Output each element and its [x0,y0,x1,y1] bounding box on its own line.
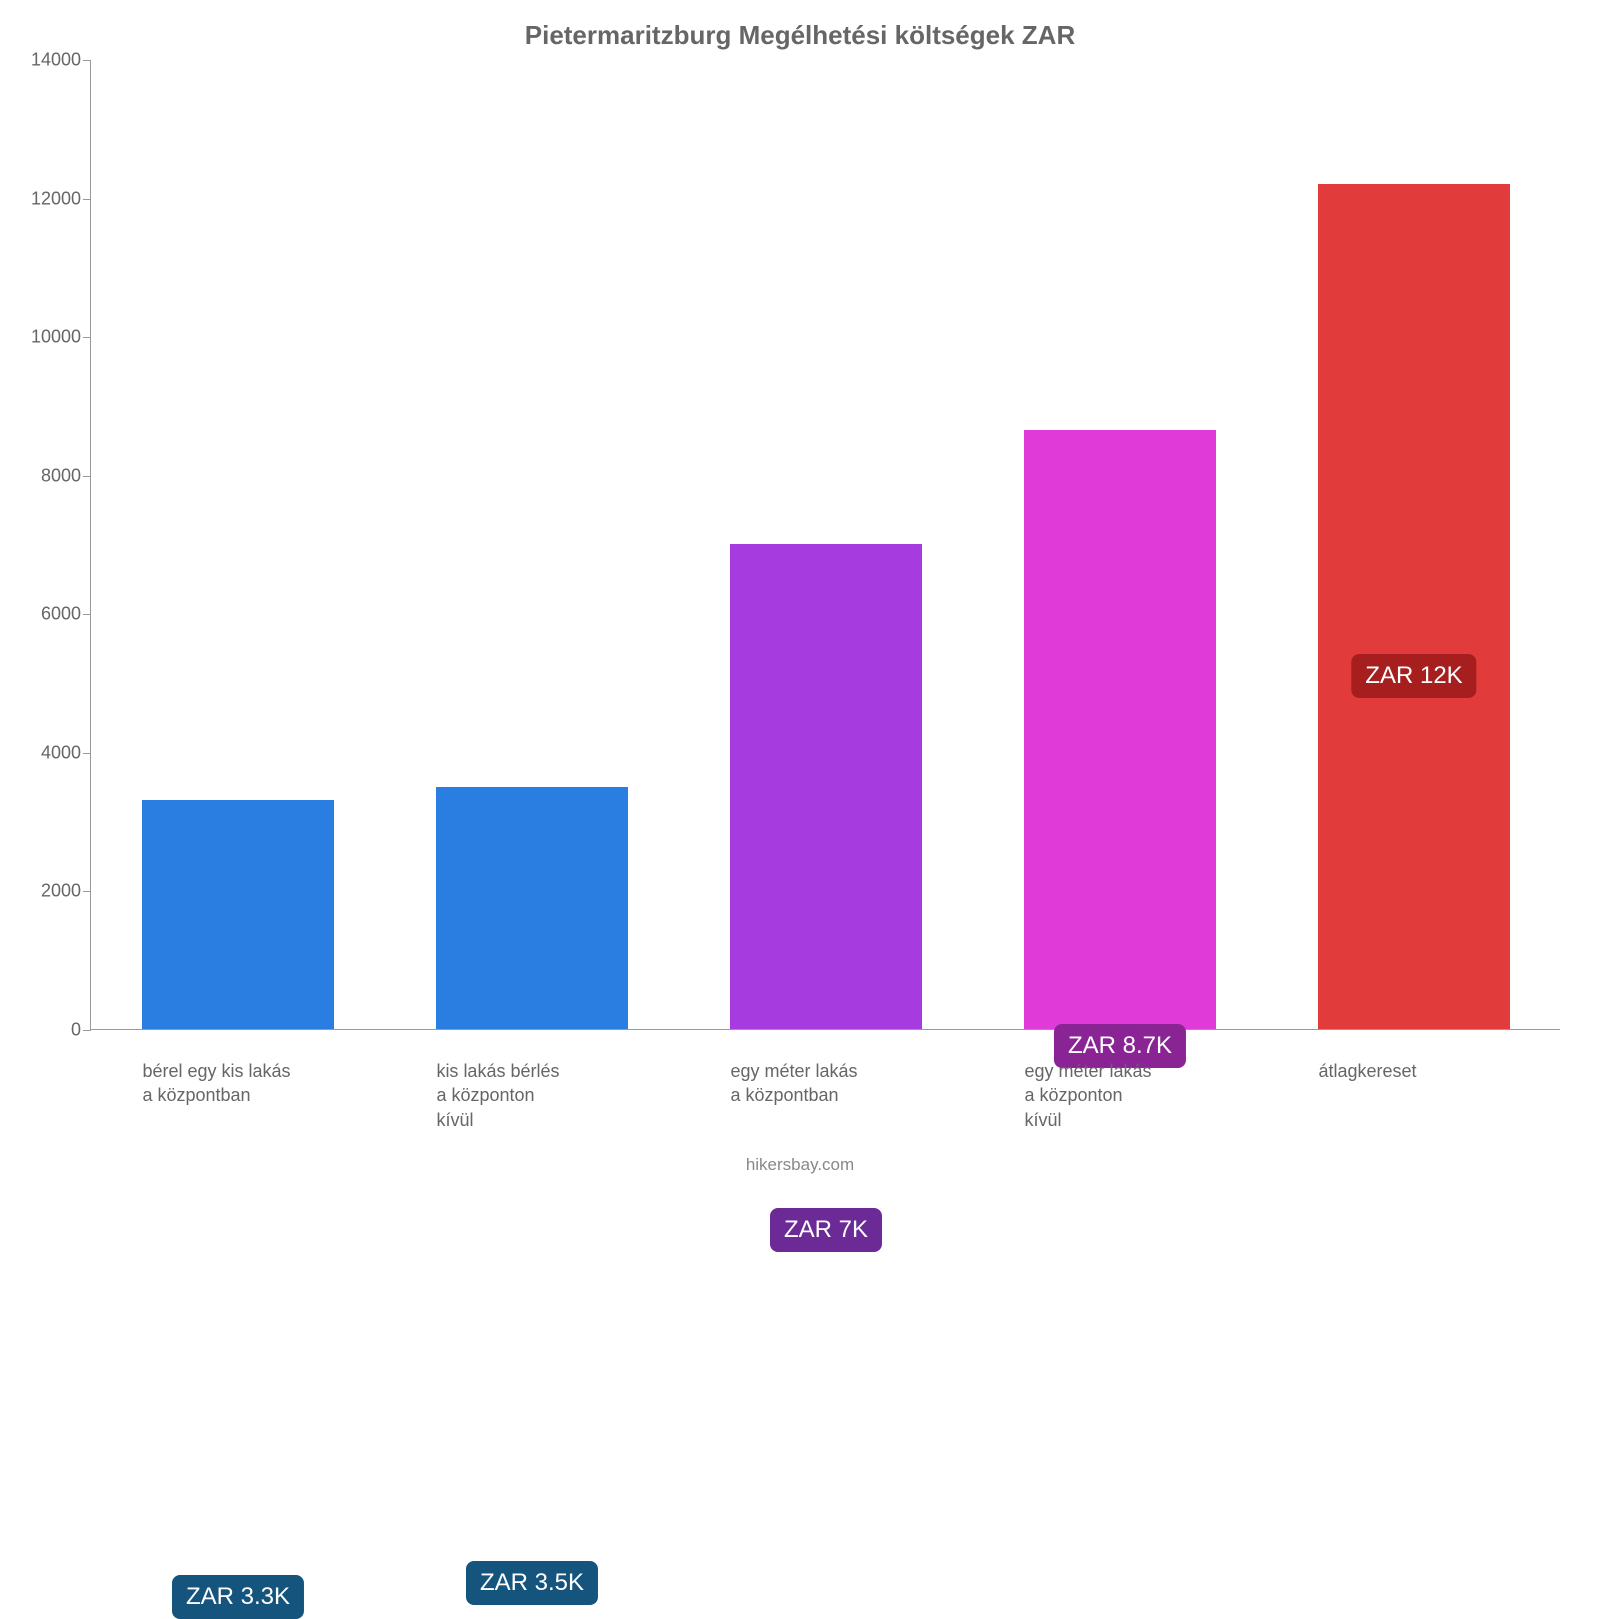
value-badge: ZAR 3.5K [466,1561,598,1605]
value-badge: ZAR 7K [770,1208,882,1252]
y-axis-tick-mark [83,60,91,61]
y-axis-tick-label: 0 [71,1020,81,1041]
y-axis-tick-mark [83,1030,91,1031]
x-axis-label-line: kívül [436,1108,627,1132]
y-axis-tick-label: 14000 [31,50,81,71]
chart-container: Pietermaritzburg Megélhetési költségek Z… [0,0,1600,1200]
bar: ZAR 3.3K [142,800,333,1029]
x-axis-label-line: egy méter lakás [1024,1059,1215,1083]
x-axis-label-line: a központban [142,1083,333,1107]
y-axis-tick-label: 8000 [41,465,81,486]
x-axis-category-label: kis lakás bérlésa központonkívül [436,1059,627,1132]
x-axis-category-label: egy méter lakása központonkívül [1024,1059,1215,1132]
x-axis-label-line: a központban [730,1083,921,1107]
y-axis-tick-label: 4000 [41,742,81,763]
y-axis-tick-mark [83,891,91,892]
bar: ZAR 3.5K [436,787,627,1030]
bar: ZAR 8.7K [1024,430,1215,1029]
y-axis-tick-mark [83,753,91,754]
x-axis-label-line: kívül [1024,1108,1215,1132]
y-axis-tick-label: 10000 [31,327,81,348]
x-axis-label-line: kis lakás bérlés [436,1059,627,1083]
y-axis-tick-label: 6000 [41,604,81,625]
y-axis-tick-label: 2000 [41,881,81,902]
x-axis-category-label: egy méter lakása központban [730,1059,921,1108]
attribution-text: hikersbay.com [0,1155,1600,1175]
x-axis-label-line: átlagkereset [1318,1059,1509,1083]
y-axis-tick-mark [83,337,91,338]
x-axis-label-line: bérel egy kis lakás [142,1059,333,1083]
y-axis-tick-mark [83,476,91,477]
x-axis-category-label: átlagkereset [1318,1059,1509,1083]
x-axis-label-line: a központon [1024,1083,1215,1107]
bar: ZAR 12K [1318,184,1509,1029]
x-axis-label-line: a központon [436,1083,627,1107]
x-axis-category-label: bérel egy kis lakása központban [142,1059,333,1108]
value-badge: ZAR 12K [1351,654,1476,698]
value-badge: ZAR 3.3K [172,1575,304,1619]
y-axis-tick-label: 12000 [31,188,81,209]
x-axis-label-line: egy méter lakás [730,1059,921,1083]
plot-area: 02000400060008000100001200014000ZAR 3.3K… [90,60,1560,1030]
y-axis-tick-mark [83,199,91,200]
y-axis-tick-mark [83,614,91,615]
chart-title: Pietermaritzburg Megélhetési költségek Z… [0,20,1600,51]
bar: ZAR 7K [730,544,921,1029]
